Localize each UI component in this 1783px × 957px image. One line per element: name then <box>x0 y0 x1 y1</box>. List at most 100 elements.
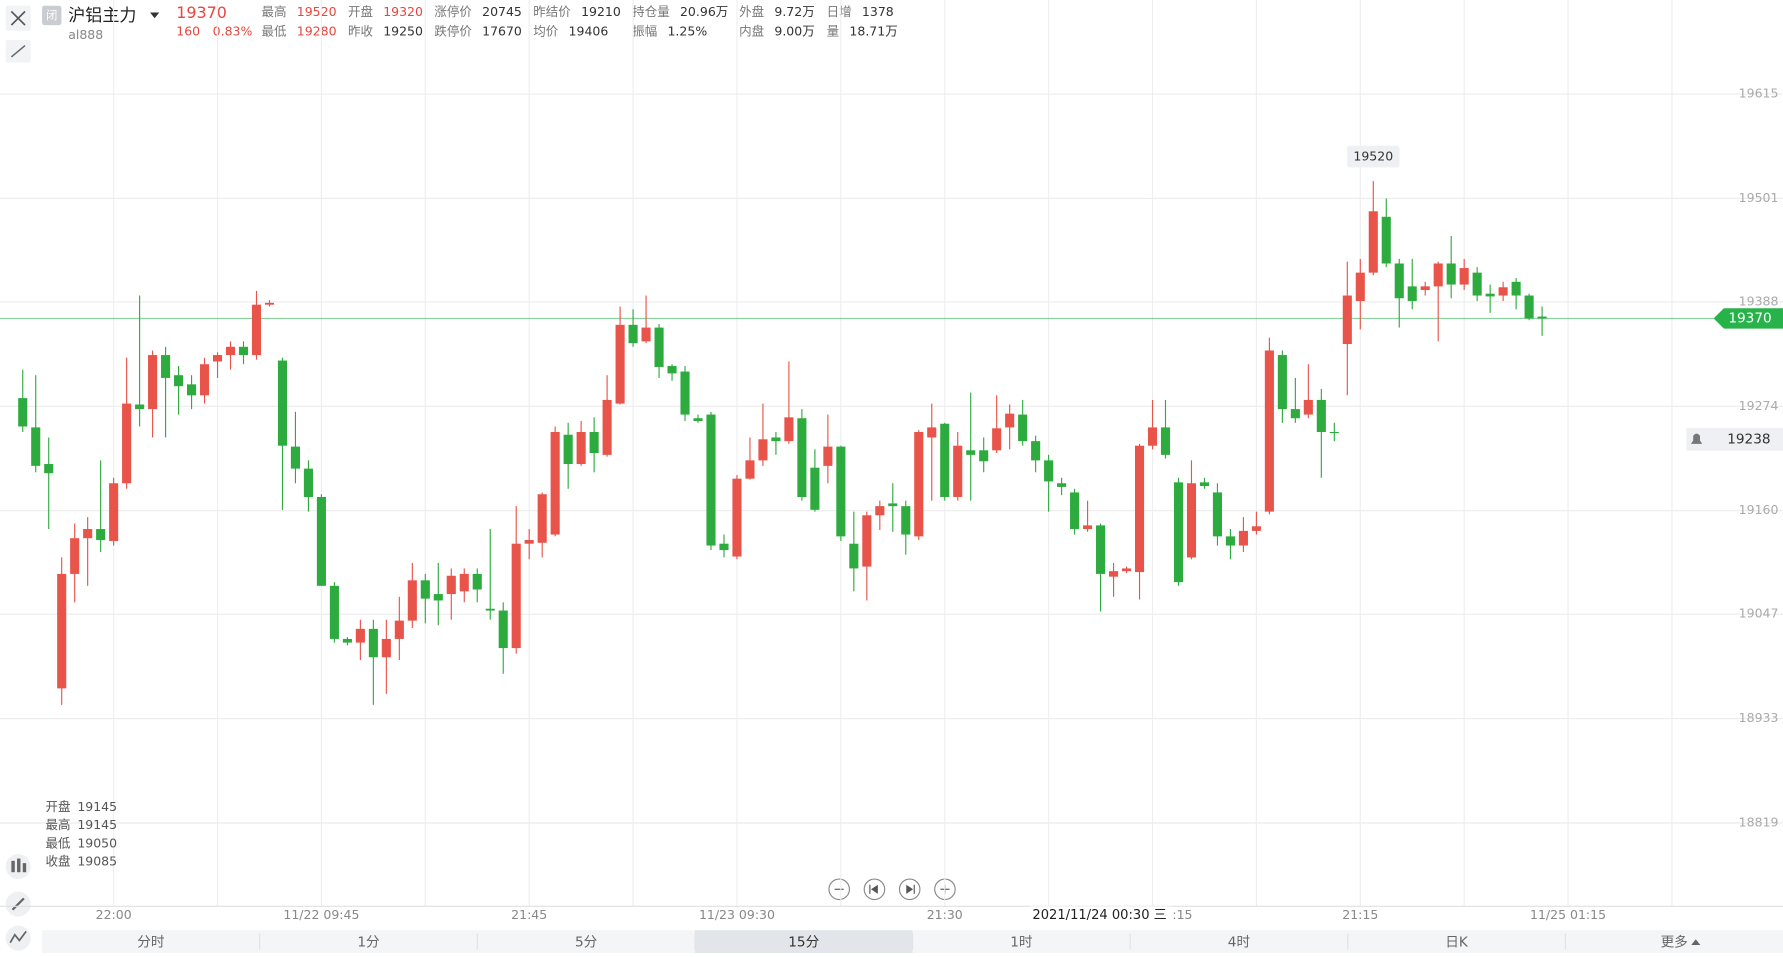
candle-body[interactable] <box>836 446 846 537</box>
candle-body[interactable] <box>368 628 378 658</box>
candle-body[interactable] <box>862 515 872 567</box>
candle-body[interactable] <box>264 302 275 305</box>
candle-body[interactable] <box>888 503 898 507</box>
candle-body[interactable] <box>1537 316 1547 319</box>
candle-body[interactable] <box>667 366 677 374</box>
candle-body[interactable] <box>719 543 729 551</box>
candle-body[interactable] <box>1083 525 1093 530</box>
candle-body[interactable] <box>44 464 54 474</box>
candle-body[interactable] <box>303 468 313 497</box>
candle-body[interactable] <box>329 585 339 639</box>
tab[interactable]: 4时 <box>1228 935 1251 951</box>
candle-body[interactable] <box>251 304 262 356</box>
candle-body[interactable] <box>511 543 521 649</box>
candle-body[interactable] <box>693 418 703 421</box>
candle-body[interactable] <box>1433 263 1443 287</box>
candle-body[interactable] <box>148 355 158 410</box>
candle-body[interactable] <box>1212 492 1222 537</box>
candle-body[interactable] <box>1096 525 1106 574</box>
candle-body[interactable] <box>1199 482 1210 487</box>
candle-body[interactable] <box>524 540 534 544</box>
candle-body[interactable] <box>1498 287 1508 296</box>
candle-body[interactable] <box>1394 263 1404 299</box>
candle-body[interactable] <box>1407 286 1417 302</box>
candle-body[interactable] <box>1225 536 1235 546</box>
candle-body[interactable] <box>472 573 482 590</box>
candle-body[interactable] <box>745 460 755 479</box>
candle-body[interactable] <box>1316 399 1326 432</box>
candle-body[interactable] <box>914 431 924 537</box>
close-button[interactable] <box>5 5 31 31</box>
candle-body[interactable] <box>1160 427 1171 455</box>
candle-body[interactable] <box>1290 409 1300 419</box>
candle-body[interactable] <box>823 446 833 466</box>
candle-body[interactable] <box>1070 492 1080 530</box>
candle-body[interactable] <box>602 399 612 455</box>
tab[interactable]: 1分 <box>357 935 380 951</box>
tab[interactable]: 更多 <box>1661 934 1688 951</box>
candle-body[interactable] <box>225 346 236 356</box>
candle-body[interactable] <box>550 431 560 535</box>
candle-body[interactable] <box>680 371 690 415</box>
candle-body[interactable] <box>1018 414 1028 442</box>
alert-tag[interactable] <box>1686 427 1783 451</box>
candle-body[interactable] <box>381 638 391 658</box>
candle-body[interactable] <box>784 417 794 442</box>
candle-body[interactable] <box>1511 281 1521 296</box>
candle-body[interactable] <box>57 573 67 689</box>
candle-body[interactable] <box>1251 526 1261 531</box>
candle-body[interactable] <box>1459 268 1469 285</box>
candle-body[interactable] <box>1186 483 1197 558</box>
candle-body[interactable] <box>109 483 119 541</box>
candle-body[interactable] <box>758 439 768 461</box>
candle-body[interactable] <box>875 506 885 516</box>
candle-body[interactable] <box>940 423 950 497</box>
candle-body[interactable] <box>628 324 638 344</box>
candle-body[interactable] <box>342 638 352 643</box>
candle-body[interactable] <box>901 506 911 535</box>
candle-body[interactable] <box>706 414 716 546</box>
candle-body[interactable] <box>849 543 859 569</box>
candle-body[interactable] <box>446 575 456 595</box>
candle-body[interactable] <box>1420 286 1430 291</box>
candle-body[interactable] <box>238 346 249 356</box>
candle-body[interactable] <box>1031 441 1041 461</box>
candle-body[interactable] <box>576 431 586 465</box>
candle-body[interactable] <box>563 434 573 465</box>
candle-body[interactable] <box>1238 530 1248 546</box>
tab[interactable]: 1时 <box>1010 935 1033 951</box>
candle-body[interactable] <box>1303 399 1313 415</box>
candle-body[interactable] <box>433 594 443 601</box>
candle-body[interactable] <box>316 496 326 586</box>
candle-body[interactable] <box>615 324 625 404</box>
candle-body[interactable] <box>927 427 937 438</box>
candle-body[interactable] <box>771 437 781 442</box>
candle-body[interactable] <box>1524 295 1534 319</box>
candle-body[interactable] <box>1173 482 1184 583</box>
candle-body[interactable] <box>589 431 599 454</box>
candle-body[interactable] <box>31 427 41 466</box>
candle-body[interactable] <box>355 628 365 643</box>
candle-body[interactable] <box>18 398 28 427</box>
candle-body[interactable] <box>135 404 145 410</box>
candle-body[interactable] <box>407 580 417 621</box>
candle-body[interactable] <box>83 529 93 539</box>
candle-body[interactable] <box>394 620 404 639</box>
candle-body[interactable] <box>992 428 1002 451</box>
candle-body[interactable] <box>1277 355 1287 410</box>
candle-body[interactable] <box>1044 460 1054 482</box>
candle-body[interactable] <box>174 375 184 387</box>
candle-body[interactable] <box>1485 293 1495 297</box>
candle-body[interactable] <box>1134 445 1145 573</box>
candle-body[interactable] <box>1147 427 1158 446</box>
candle-body[interactable] <box>1005 413 1015 428</box>
candle-body[interactable] <box>420 580 430 599</box>
zoom-controls[interactable] <box>828 878 956 901</box>
candle-body[interactable] <box>187 384 197 396</box>
candle-body[interactable] <box>1121 568 1132 572</box>
candle-body[interactable] <box>1057 483 1067 487</box>
candle-body[interactable] <box>641 327 651 342</box>
candle-body[interactable] <box>1472 272 1482 296</box>
candle-body[interactable] <box>1109 571 1119 577</box>
candle-body[interactable] <box>810 467 820 510</box>
